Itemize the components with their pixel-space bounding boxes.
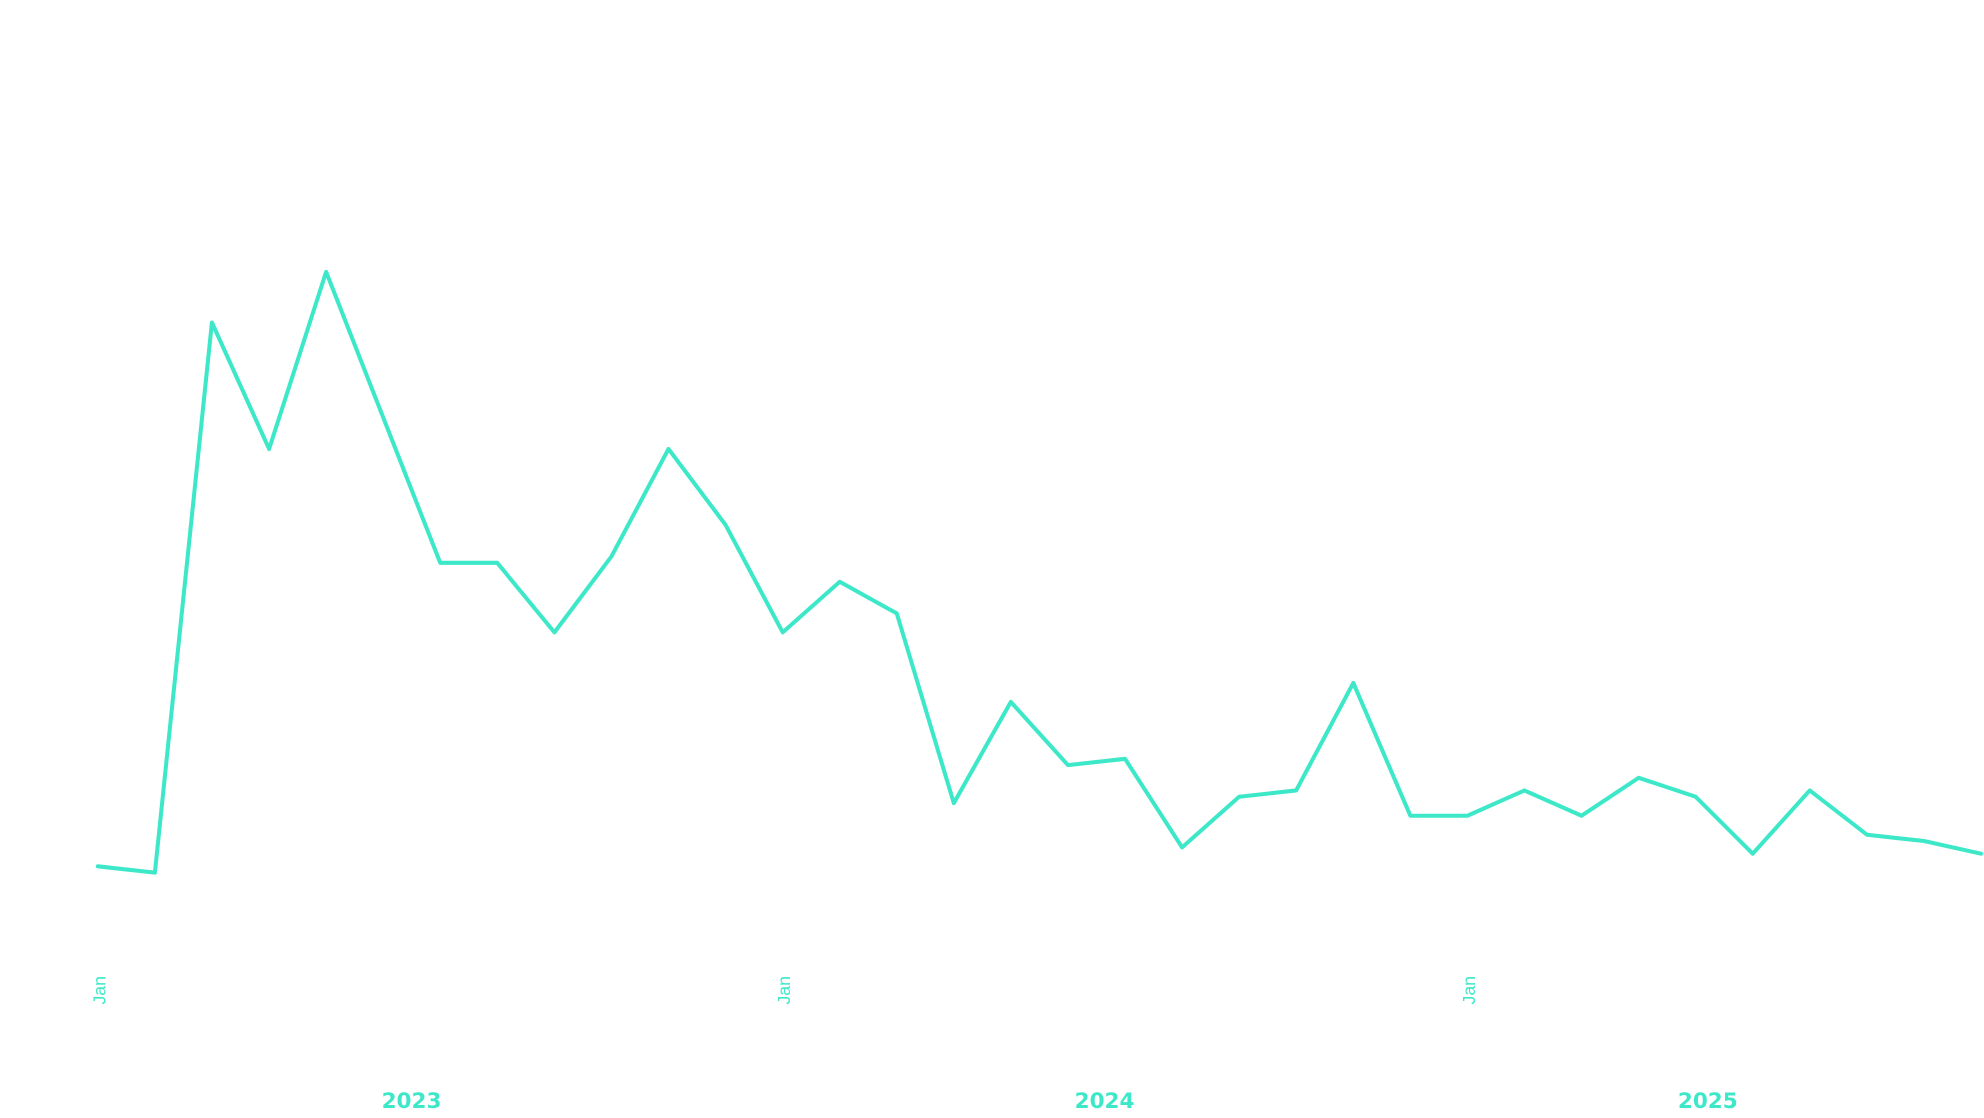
x-year-label: 2025 <box>1678 1089 1738 1114</box>
x-year-label: 2023 <box>382 1089 442 1114</box>
x-year-label: 2024 <box>1075 1089 1135 1114</box>
x-tick-label: Jan <box>89 976 109 1005</box>
x-tick-label: Jan <box>1459 976 1479 1005</box>
x-tick-label: Jan <box>774 976 794 1005</box>
series-line <box>95 269 1984 875</box>
